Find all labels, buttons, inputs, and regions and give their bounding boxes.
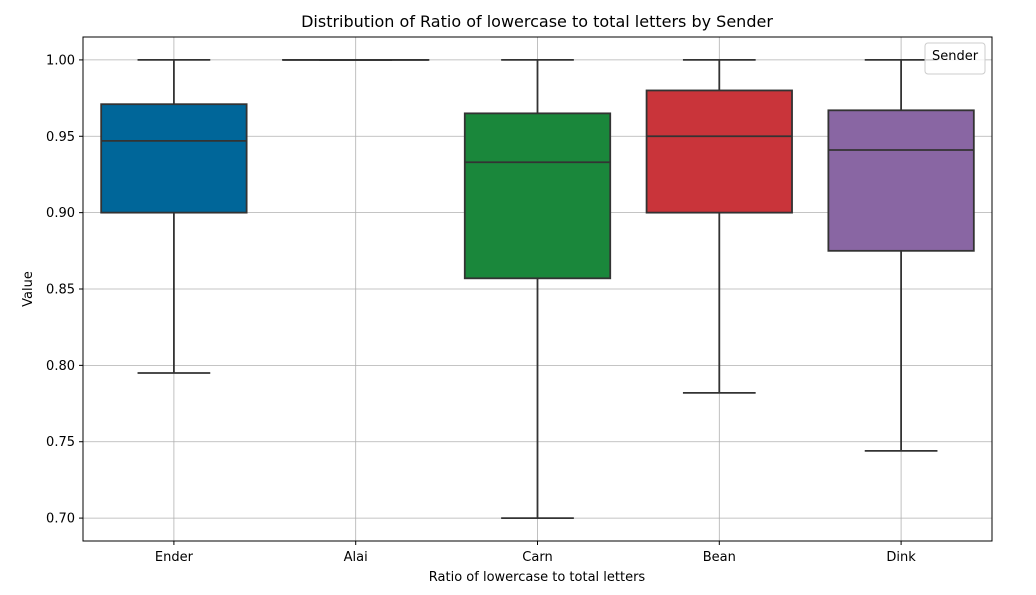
legend: Sender (924, 42, 986, 75)
y-axis-title: Value (21, 271, 36, 307)
chart-title: Distribution of Ratio of lowercase to to… (301, 12, 773, 31)
x-tick-label: Bean (703, 550, 736, 565)
y-tick-label: 0.90 (46, 206, 75, 221)
x-axis-title: Ratio of lowercase to total letters (429, 570, 646, 585)
x-axis-ticks: Ender Alai Carn Bean Dink (155, 541, 916, 565)
y-tick-label: 0.95 (46, 130, 75, 145)
x-tick-label: Ender (155, 550, 194, 565)
y-tick-label: 0.80 (46, 359, 75, 374)
y-tick-label: 0.85 (46, 283, 75, 298)
box-bean (645, 59, 793, 394)
box-body (645, 89, 793, 214)
box-body (463, 112, 612, 280)
x-tick-label: Carn (522, 550, 552, 565)
x-tick-label: Dink (886, 550, 916, 565)
y-tick-label: 0.70 (46, 512, 75, 527)
x-tick-label: Alai (344, 550, 368, 565)
box-body (100, 103, 248, 214)
box-carn (463, 59, 612, 519)
box-body (827, 109, 975, 252)
box-layer (100, 59, 975, 519)
y-tick-label: 0.75 (46, 435, 75, 450)
legend-title: Sender (932, 49, 979, 64)
y-tick-label: 1.00 (46, 53, 75, 68)
box-dink (827, 59, 975, 452)
box-ender (100, 59, 248, 374)
legend-frame (924, 42, 986, 75)
y-axis-ticks: 0.70 0.75 0.80 0.85 0.90 0.95 1.00 (46, 53, 83, 527)
